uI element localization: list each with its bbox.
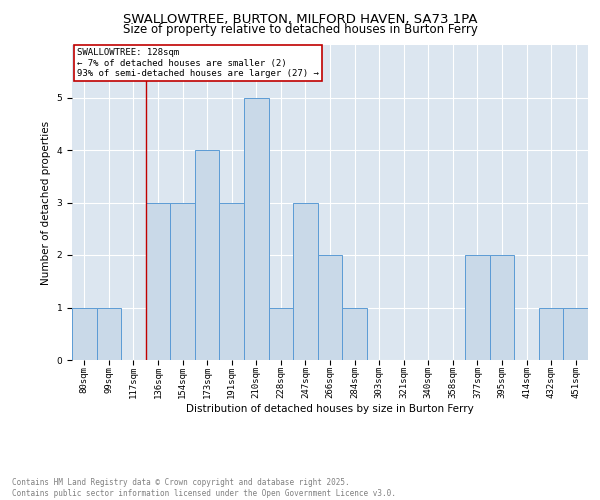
Text: SWALLOWTREE: 128sqm
← 7% of detached houses are smaller (2)
93% of semi-detached: SWALLOWTREE: 128sqm ← 7% of detached hou…: [77, 48, 319, 78]
Text: SWALLOWTREE, BURTON, MILFORD HAVEN, SA73 1PA: SWALLOWTREE, BURTON, MILFORD HAVEN, SA73…: [123, 12, 477, 26]
Bar: [490, 255, 514, 360]
Bar: [563, 308, 588, 360]
Bar: [269, 308, 293, 360]
Bar: [170, 202, 195, 360]
X-axis label: Distribution of detached houses by size in Burton Ferry: Distribution of detached houses by size …: [186, 404, 474, 414]
Bar: [318, 255, 342, 360]
Bar: [539, 308, 563, 360]
Bar: [220, 202, 244, 360]
Bar: [72, 308, 97, 360]
Bar: [342, 308, 367, 360]
Bar: [465, 255, 490, 360]
Bar: [244, 98, 269, 360]
Y-axis label: Number of detached properties: Number of detached properties: [41, 120, 51, 284]
Bar: [293, 202, 318, 360]
Text: Contains HM Land Registry data © Crown copyright and database right 2025.
Contai: Contains HM Land Registry data © Crown c…: [12, 478, 396, 498]
Bar: [97, 308, 121, 360]
Text: Size of property relative to detached houses in Burton Ferry: Size of property relative to detached ho…: [122, 22, 478, 36]
Bar: [146, 202, 170, 360]
Bar: [195, 150, 220, 360]
